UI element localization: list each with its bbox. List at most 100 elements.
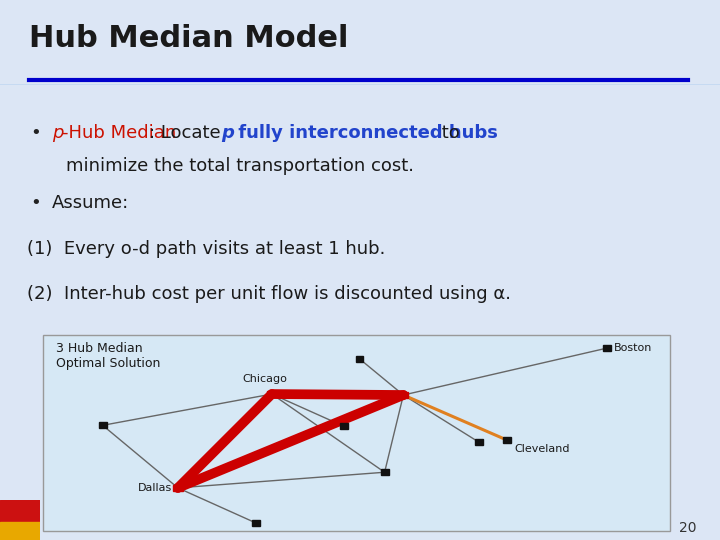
Bar xyxy=(0,84,720,85)
Text: 3 Hub Median
Optimal Solution: 3 Hub Median Optimal Solution xyxy=(56,342,161,370)
Bar xyxy=(0,84,720,85)
Text: Cleveland: Cleveland xyxy=(514,444,570,454)
Bar xyxy=(0,84,720,85)
Bar xyxy=(0,84,720,85)
Bar xyxy=(0,84,720,85)
Bar xyxy=(0,84,720,85)
Bar xyxy=(340,423,348,429)
Bar xyxy=(0,522,40,540)
Bar xyxy=(0,84,720,85)
Bar xyxy=(0,84,720,85)
Bar xyxy=(0,84,720,85)
Text: Assume:: Assume: xyxy=(52,194,129,212)
Bar xyxy=(0,84,720,85)
Bar xyxy=(0,84,720,85)
Bar xyxy=(0,84,720,85)
Text: •: • xyxy=(30,194,41,212)
Bar xyxy=(0,84,720,85)
Bar xyxy=(0,84,720,85)
Bar xyxy=(0,84,720,85)
Bar xyxy=(0,84,720,85)
Bar xyxy=(0,84,720,85)
Bar xyxy=(0,84,720,85)
Bar xyxy=(0,84,720,85)
Bar xyxy=(0,84,720,85)
Text: minimize the total transportation cost.: minimize the total transportation cost. xyxy=(66,157,414,175)
Bar xyxy=(0,84,720,85)
Bar xyxy=(0,84,720,85)
Bar xyxy=(0,84,720,85)
Text: (1)  Every o-d path visits at least 1 hub.: (1) Every o-d path visits at least 1 hub… xyxy=(27,240,385,258)
Text: Dallas: Dallas xyxy=(138,483,172,493)
Text: : Locate: : Locate xyxy=(150,124,227,142)
Bar xyxy=(0,84,720,85)
Bar xyxy=(0,84,720,85)
Bar xyxy=(0,84,720,85)
Text: •: • xyxy=(30,124,41,142)
Text: p: p xyxy=(52,124,63,142)
Bar xyxy=(356,356,364,362)
Bar xyxy=(603,345,611,351)
Text: (2)  Inter-hub cost per unit flow is discounted using α.: (2) Inter-hub cost per unit flow is disc… xyxy=(27,285,510,303)
Bar xyxy=(381,469,389,475)
Bar xyxy=(0,84,720,85)
Bar xyxy=(0,500,40,522)
Bar xyxy=(0,84,720,85)
Bar xyxy=(0,84,720,85)
Bar xyxy=(0,84,720,85)
Text: Boston: Boston xyxy=(613,343,652,353)
Bar xyxy=(0,84,720,85)
Bar xyxy=(0,84,720,85)
Bar xyxy=(0,84,720,85)
Bar xyxy=(0,84,720,85)
Bar xyxy=(0,84,720,85)
Bar xyxy=(267,391,276,397)
Bar xyxy=(174,484,183,491)
Bar xyxy=(0,84,720,85)
Bar xyxy=(0,84,720,85)
Bar xyxy=(0,84,720,85)
Bar xyxy=(503,437,510,443)
Bar xyxy=(0,84,720,85)
Bar xyxy=(0,84,720,85)
Bar xyxy=(0,84,720,85)
Bar xyxy=(0,84,720,85)
Bar xyxy=(252,520,260,526)
Bar xyxy=(0,84,720,85)
Bar xyxy=(0,84,720,85)
Bar xyxy=(0,84,720,85)
Bar xyxy=(0,84,720,85)
Text: Chicago: Chicago xyxy=(242,375,287,384)
Bar xyxy=(0,84,720,85)
Text: 20: 20 xyxy=(680,521,697,535)
Text: p: p xyxy=(222,124,235,142)
Bar xyxy=(0,84,720,85)
Bar xyxy=(0,84,720,85)
Bar xyxy=(0,84,720,85)
Bar xyxy=(399,392,408,399)
Bar xyxy=(0,84,720,85)
Bar xyxy=(0,84,720,85)
Bar xyxy=(0,84,720,85)
Bar xyxy=(0,84,720,85)
Bar xyxy=(0,84,720,85)
Bar xyxy=(0,84,720,85)
Bar xyxy=(0,84,720,85)
Bar xyxy=(0,84,720,85)
Bar xyxy=(0,84,720,85)
Bar xyxy=(0,84,720,85)
Bar xyxy=(0,84,720,85)
Bar xyxy=(0,84,720,85)
Bar xyxy=(0,84,720,85)
Bar xyxy=(0,84,720,85)
Bar xyxy=(0,84,720,85)
Bar xyxy=(0,84,720,85)
Bar xyxy=(474,439,482,445)
Bar xyxy=(0,84,720,85)
Text: -Hub Median: -Hub Median xyxy=(62,124,176,142)
Text: fully interconnected hubs: fully interconnected hubs xyxy=(232,124,498,142)
Bar xyxy=(0,84,720,85)
Bar xyxy=(0,84,720,85)
Bar xyxy=(0,84,720,85)
Text: Hub Median Model: Hub Median Model xyxy=(29,24,348,53)
